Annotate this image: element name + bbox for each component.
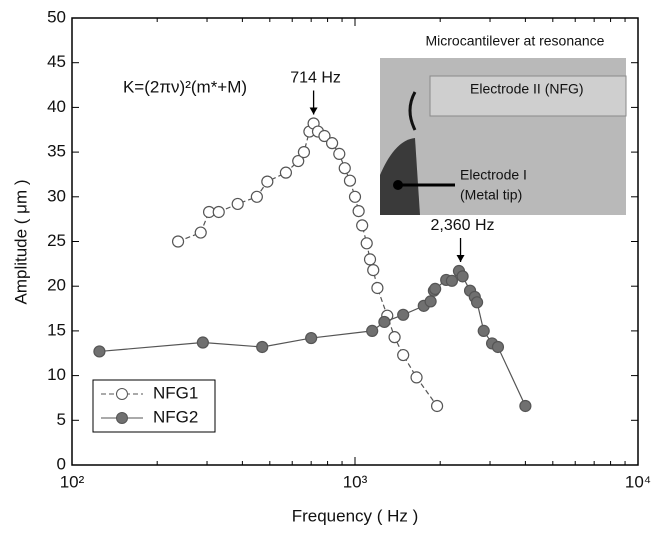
data-point bbox=[456, 270, 469, 283]
data-point bbox=[519, 399, 532, 413]
data-point bbox=[343, 174, 357, 187]
data-point bbox=[305, 331, 318, 345]
data-point bbox=[424, 295, 437, 308]
y-tick-label: 40 bbox=[47, 97, 66, 116]
data-point bbox=[333, 147, 346, 160]
arrow-head bbox=[309, 107, 318, 115]
y-tick-label: 5 bbox=[57, 410, 66, 429]
data-point bbox=[366, 324, 379, 337]
legend-label: NFG2 bbox=[153, 407, 198, 426]
data-point bbox=[261, 175, 274, 188]
data-point bbox=[470, 296, 484, 309]
data-point bbox=[279, 166, 293, 179]
data-point bbox=[430, 399, 444, 413]
data-point bbox=[397, 308, 410, 321]
data-point bbox=[171, 235, 185, 248]
data-point bbox=[338, 162, 351, 175]
electrode-1 bbox=[380, 138, 420, 215]
data-point bbox=[360, 237, 373, 250]
y-tick-label: 20 bbox=[47, 276, 66, 295]
data-point bbox=[491, 340, 505, 354]
data-point bbox=[388, 331, 401, 344]
annotation: 714 Hz bbox=[290, 70, 341, 87]
annotation: 2,360 Hz bbox=[431, 217, 495, 234]
data-point bbox=[371, 281, 384, 295]
data-point bbox=[348, 190, 362, 203]
inset-photo: Microcantilever at resonance Electrode I… bbox=[380, 33, 627, 215]
data-point bbox=[352, 205, 365, 218]
legend-label: NFG1 bbox=[153, 383, 198, 402]
x-tick-label: 10³ bbox=[343, 472, 368, 491]
data-point bbox=[410, 371, 423, 384]
y-tick-label: 50 bbox=[47, 7, 66, 26]
data-point bbox=[397, 348, 410, 362]
inset-label: Electrode II (NFG) bbox=[470, 81, 584, 97]
data-point bbox=[429, 282, 442, 295]
y-axis-label: Amplitude ( μm ) bbox=[11, 179, 30, 304]
data-point bbox=[194, 226, 207, 239]
data-point bbox=[256, 340, 269, 354]
formula: K=(2πν)²(m*+M) bbox=[123, 77, 247, 96]
data-point bbox=[196, 336, 209, 349]
data-point bbox=[367, 264, 380, 277]
y-tick-label: 35 bbox=[47, 142, 66, 161]
data-point bbox=[477, 324, 490, 337]
y-tick-label: 25 bbox=[47, 231, 66, 250]
y-tick-label: 10 bbox=[47, 365, 66, 384]
motion-arrow bbox=[408, 91, 417, 131]
data-point bbox=[445, 274, 459, 287]
x-tick-label: 10⁴ bbox=[625, 472, 651, 491]
data-point bbox=[231, 197, 244, 211]
inset-label: (Metal tip) bbox=[460, 187, 522, 203]
legend-marker bbox=[116, 412, 128, 424]
x-tick-label: 10² bbox=[60, 472, 85, 491]
electrode-2 bbox=[429, 75, 627, 117]
legend bbox=[92, 379, 216, 433]
x-axis-label: Frequency ( Hz ) bbox=[292, 506, 419, 525]
data-point bbox=[325, 137, 339, 150]
tip-dot bbox=[393, 180, 403, 190]
y-tick-label: 45 bbox=[47, 52, 66, 71]
data-point bbox=[363, 253, 377, 266]
y-tick-label: 30 bbox=[47, 186, 66, 205]
inset-title: Microcantilever at resonance bbox=[426, 33, 605, 49]
legend-marker bbox=[116, 388, 128, 400]
data-point bbox=[318, 129, 331, 143]
data-point bbox=[378, 315, 391, 329]
data-point bbox=[292, 154, 305, 168]
series-line bbox=[99, 269, 526, 407]
inset-label: Electrode I bbox=[460, 167, 527, 183]
data-point bbox=[212, 205, 225, 219]
arrow-head bbox=[456, 255, 465, 263]
y-tick-label: 0 bbox=[57, 454, 66, 473]
data-point bbox=[297, 146, 311, 159]
data-point bbox=[356, 219, 369, 232]
data-point bbox=[250, 190, 263, 203]
data-point bbox=[93, 345, 106, 358]
y-tick-label: 15 bbox=[47, 320, 66, 339]
